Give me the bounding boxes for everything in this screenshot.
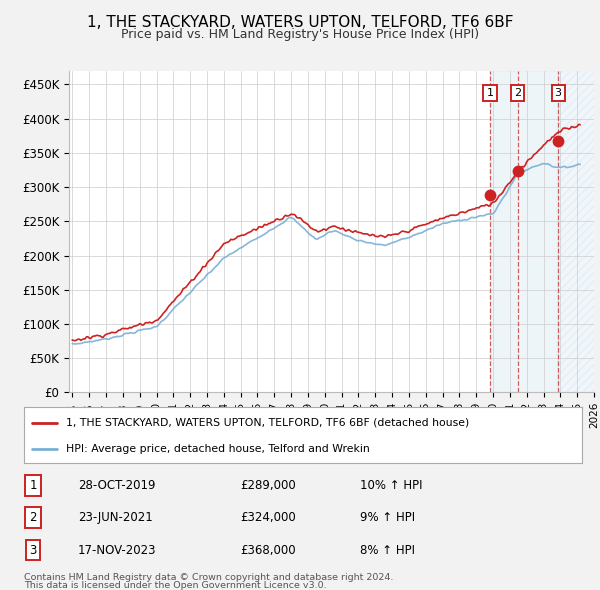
Text: 9% ↑ HPI: 9% ↑ HPI [360, 511, 415, 525]
Text: 8% ↑ HPI: 8% ↑ HPI [360, 543, 415, 557]
Text: 3: 3 [554, 88, 562, 99]
Text: Contains HM Land Registry data © Crown copyright and database right 2024.: Contains HM Land Registry data © Crown c… [24, 572, 394, 582]
Bar [490, 71, 558, 392]
Text: 1, THE STACKYARD, WATERS UPTON, TELFORD, TF6 6BF (detached house): 1, THE STACKYARD, WATERS UPTON, TELFORD,… [66, 418, 469, 428]
Text: Price paid vs. HM Land Registry's House Price Index (HPI): Price paid vs. HM Land Registry's House … [121, 28, 479, 41]
Text: 3: 3 [29, 543, 37, 557]
Text: £324,000: £324,000 [240, 511, 296, 525]
Text: 17-NOV-2023: 17-NOV-2023 [78, 543, 157, 557]
Text: HPI: Average price, detached house, Telford and Wrekin: HPI: Average price, detached house, Telf… [66, 444, 370, 454]
Text: This data is licensed under the Open Government Licence v3.0.: This data is licensed under the Open Gov… [24, 581, 326, 590]
Bar [558, 71, 600, 392]
Text: 2: 2 [29, 511, 37, 525]
Text: 1: 1 [29, 478, 37, 492]
Text: 10% ↑ HPI: 10% ↑ HPI [360, 478, 422, 492]
Text: 2: 2 [514, 88, 521, 99]
Text: £368,000: £368,000 [240, 543, 296, 557]
Text: 1: 1 [487, 88, 494, 99]
Text: 23-JUN-2021: 23-JUN-2021 [78, 511, 153, 525]
Text: 28-OCT-2019: 28-OCT-2019 [78, 478, 155, 492]
Text: £289,000: £289,000 [240, 478, 296, 492]
Text: 1, THE STACKYARD, WATERS UPTON, TELFORD, TF6 6BF: 1, THE STACKYARD, WATERS UPTON, TELFORD,… [87, 15, 513, 30]
